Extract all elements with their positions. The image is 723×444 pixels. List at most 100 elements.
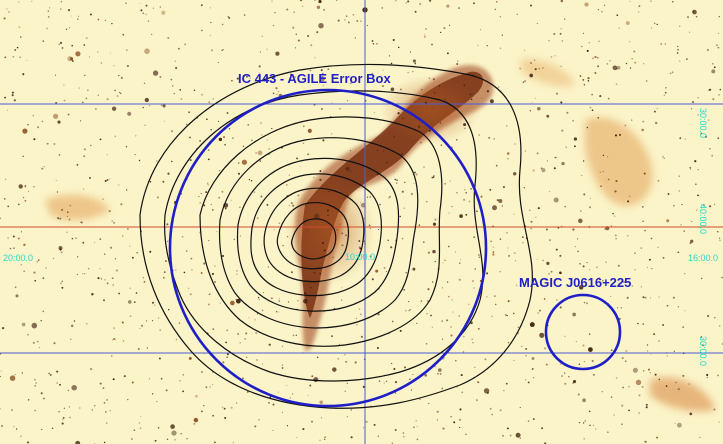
star xyxy=(716,230,719,233)
star xyxy=(499,271,501,273)
star xyxy=(431,281,434,283)
star xyxy=(178,322,181,324)
star xyxy=(582,422,585,424)
star xyxy=(42,277,45,280)
star xyxy=(221,254,225,258)
star xyxy=(438,85,441,87)
star xyxy=(468,303,470,305)
star xyxy=(80,221,83,224)
star xyxy=(17,203,20,206)
star xyxy=(610,396,613,398)
star xyxy=(233,238,236,241)
star xyxy=(673,350,676,353)
star xyxy=(596,266,598,269)
star xyxy=(208,293,211,296)
star xyxy=(662,256,665,259)
star xyxy=(341,287,343,289)
star xyxy=(615,377,618,379)
star xyxy=(601,391,603,393)
star xyxy=(634,61,637,64)
star xyxy=(82,241,85,244)
star xyxy=(331,335,333,337)
star xyxy=(33,186,35,188)
star xyxy=(66,231,68,234)
star xyxy=(582,160,585,162)
star xyxy=(376,43,378,45)
star xyxy=(456,192,458,194)
star xyxy=(473,236,476,239)
star xyxy=(523,187,525,189)
star xyxy=(414,10,417,13)
star xyxy=(160,104,163,107)
star xyxy=(504,313,507,316)
star xyxy=(250,179,253,182)
star xyxy=(399,329,402,332)
star xyxy=(473,2,475,5)
star xyxy=(663,157,665,159)
star xyxy=(559,271,562,275)
star xyxy=(338,343,340,345)
star xyxy=(129,287,131,289)
star xyxy=(0,408,1,410)
star xyxy=(245,332,248,335)
star xyxy=(85,37,88,40)
star xyxy=(310,286,312,289)
star xyxy=(316,356,319,359)
star xyxy=(239,235,242,237)
star xyxy=(599,171,601,173)
star xyxy=(689,412,693,416)
star xyxy=(336,228,338,231)
star xyxy=(516,13,518,15)
star xyxy=(713,66,716,69)
star xyxy=(431,43,433,46)
star xyxy=(425,200,428,203)
star xyxy=(274,11,276,14)
star xyxy=(188,111,190,113)
star xyxy=(14,286,17,289)
star xyxy=(100,278,103,280)
star xyxy=(645,80,648,82)
star xyxy=(442,287,444,289)
star xyxy=(272,92,275,95)
star xyxy=(658,378,661,381)
star xyxy=(356,20,359,22)
star xyxy=(330,191,332,194)
star xyxy=(23,243,26,247)
star xyxy=(641,128,645,132)
star xyxy=(318,22,324,29)
star xyxy=(360,20,362,22)
star xyxy=(167,172,170,175)
star xyxy=(182,390,185,393)
star xyxy=(458,278,461,281)
star xyxy=(97,51,99,53)
star xyxy=(226,353,229,356)
star xyxy=(287,301,290,303)
star xyxy=(431,108,433,110)
star xyxy=(694,160,697,163)
star xyxy=(183,271,186,274)
star xyxy=(717,46,720,49)
star xyxy=(288,174,290,176)
star xyxy=(618,317,621,320)
star xyxy=(126,189,128,191)
star xyxy=(421,89,423,91)
star xyxy=(553,167,556,170)
star xyxy=(15,428,18,430)
star xyxy=(210,21,212,24)
star xyxy=(360,313,362,315)
star xyxy=(218,169,221,172)
star xyxy=(390,87,395,92)
star xyxy=(413,171,416,174)
star xyxy=(658,340,660,342)
star xyxy=(270,297,273,300)
star xyxy=(697,194,699,197)
star xyxy=(431,326,433,329)
star xyxy=(691,221,693,223)
star xyxy=(499,409,502,412)
star xyxy=(718,421,720,423)
star xyxy=(441,387,444,390)
star xyxy=(657,179,660,182)
star xyxy=(247,124,249,126)
star xyxy=(449,180,451,182)
star xyxy=(448,24,451,26)
